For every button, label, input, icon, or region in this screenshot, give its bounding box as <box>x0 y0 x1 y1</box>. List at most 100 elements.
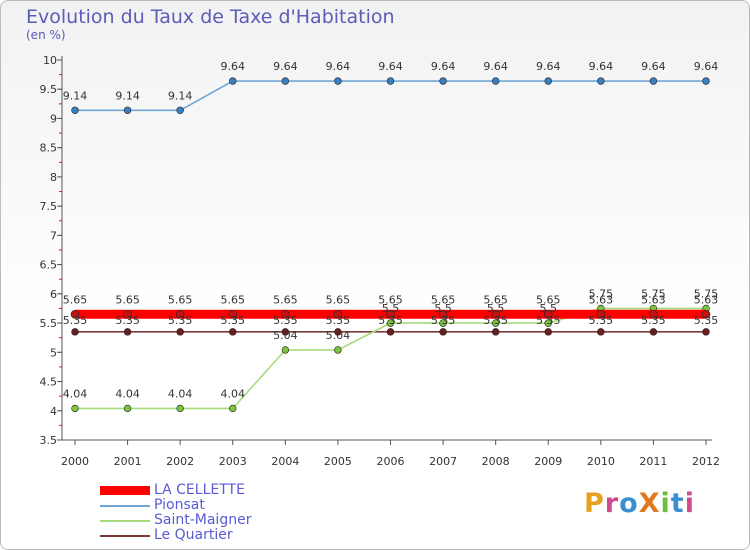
data-label-le-quartier: 5.35 <box>221 314 246 327</box>
data-point-pionsat <box>491 77 500 85</box>
data-label-pionsat: 9.64 <box>273 60 298 73</box>
y-tick-label: 7.5 <box>40 200 58 213</box>
legend-label-le-quartier: Le Quartier <box>154 527 233 543</box>
data-point-pionsat <box>386 77 395 85</box>
data-label-saint-maigner: 5.75 <box>641 287 666 300</box>
x-tick-label: 2003 <box>219 455 247 468</box>
logo-letter: i <box>684 488 695 519</box>
data-point-saint-maigner <box>544 319 552 327</box>
series-lines <box>70 77 711 413</box>
legend-swatch-saint-maigner <box>100 520 150 522</box>
data-point-la-cellette <box>543 310 553 319</box>
data-point-pionsat <box>597 77 605 85</box>
logo-letter: o <box>619 488 639 519</box>
data-point-le-quartier <box>123 328 132 336</box>
data-label-saint-maigner: 5.5 <box>540 302 558 315</box>
data-label-le-quartier: 5.35 <box>63 314 88 327</box>
proxiti-logo: ProXiti <box>584 488 695 519</box>
data-label-le-quartier: 5.35 <box>536 314 561 327</box>
x-tick-label: 2004 <box>271 455 299 468</box>
data-point-saint-maigner <box>491 319 500 327</box>
data-point-le-quartier <box>229 328 237 336</box>
y-tick-label: 7 <box>50 229 57 242</box>
x-tick-label: 2002 <box>166 455 194 468</box>
x-tick-label: 2009 <box>534 455 562 468</box>
data-label-saint-maigner: 5.04 <box>326 329 351 342</box>
data-point-pionsat <box>229 77 237 85</box>
axes: 3.5 4 4.5 5 5.5 6 6.5 7 7.5 8 8.5 9 9.5 10 2000 2001 200… <box>40 54 721 468</box>
data-point-saint-maigner <box>334 346 342 354</box>
data-label-le-quartier: 5.35 <box>483 314 508 327</box>
data-point-saint-maigner <box>386 319 395 327</box>
data-label-pionsat: 9.14 <box>63 89 88 102</box>
data-point-la-cellette <box>438 310 448 319</box>
y-tick-label: 10 <box>43 54 57 67</box>
data-label-pionsat: 9.64 <box>641 60 666 73</box>
data-point-la-cellette <box>281 310 290 319</box>
data-point-saint-maigner <box>71 404 79 413</box>
legend-label-la-cellette: LA CELLETTE <box>154 482 245 498</box>
data-point-le-quartier <box>491 328 500 336</box>
logo-letter: t <box>670 488 685 519</box>
data-point-la-cellette <box>491 310 500 319</box>
data-point-le-quartier <box>176 328 184 336</box>
data-point-le-quartier <box>439 328 447 336</box>
data-point-le-quartier <box>649 328 658 336</box>
data-label-saint-maigner: 5.75 <box>694 287 719 300</box>
data-label-le-quartier: 5.35 <box>168 314 193 327</box>
y-tick-label: 4.5 <box>40 376 58 389</box>
data-label-pionsat: 9.14 <box>115 89 140 102</box>
x-tick-label: 2010 <box>587 455 615 468</box>
legend-label-pionsat: Pionsat <box>154 497 205 513</box>
x-tick-label: 2006 <box>377 455 405 468</box>
data-point-la-cellette <box>596 310 606 319</box>
y-tick-label: 6 <box>50 288 57 301</box>
x-tick-label: 2011 <box>639 455 667 468</box>
data-point-la-cellette <box>701 310 711 319</box>
data-label-saint-maigner: 4.04 <box>63 387 88 400</box>
data-label-la-cellette: 5.65 <box>273 293 298 306</box>
data-point-le-quartier <box>281 328 290 336</box>
data-label-la-cellette: 5.65 <box>431 293 456 306</box>
data-label-la-cellette: 5.65 <box>115 293 140 306</box>
x-tick-label: 2001 <box>114 455 142 468</box>
data-point-le-quartier <box>71 328 79 336</box>
legend-swatch-la-cellette <box>100 486 150 495</box>
chart-subtitle: (en %) <box>26 28 66 42</box>
data-point-saint-maigner <box>229 404 237 413</box>
logo-letter: X <box>638 488 661 519</box>
data-point-pionsat <box>649 77 658 85</box>
x-tick-label: 2005 <box>324 455 352 468</box>
data-label-saint-maigner: 5.5 <box>434 302 452 315</box>
data-label-le-quartier: 5.35 <box>589 314 614 327</box>
data-label-le-quartier: 5.35 <box>273 314 298 327</box>
x-tick-label: 2007 <box>429 455 457 468</box>
x-tick-label: 2008 <box>482 455 510 468</box>
data-point-le-quartier <box>597 328 605 336</box>
data-label-le-quartier: 5.35 <box>115 314 140 327</box>
data-label-pionsat: 9.64 <box>431 60 456 73</box>
data-label-pionsat: 9.64 <box>221 60 246 73</box>
line-chart: 3.5 4 4.5 5 5.5 6 6.5 7 7.5 8 8.5 9 9.5 10 2000 2001 200… <box>40 54 721 468</box>
data-point-la-cellette <box>649 310 658 319</box>
data-label-la-cellette: 5.65 <box>483 293 508 306</box>
data-label-la-cellette: 5.65 <box>536 293 561 306</box>
y-tick-label: 4 <box>50 405 57 418</box>
data-label-la-cellette: 5.63 <box>641 293 666 306</box>
data-label-le-quartier: 5.35 <box>326 314 351 327</box>
data-label-la-cellette: 5.65 <box>378 293 403 306</box>
data-point-pionsat <box>71 106 79 114</box>
y-tick-label: 8.5 <box>40 142 58 155</box>
data-label-la-cellette: 5.65 <box>326 293 351 306</box>
data-point-saint-maigner <box>176 404 184 413</box>
data-label-saint-maigner: 4.04 <box>221 387 246 400</box>
data-label-la-cellette: 5.63 <box>694 293 719 306</box>
data-point-la-cellette <box>386 310 395 319</box>
y-tick-label: 6.5 <box>40 259 58 272</box>
y-tick-label: 5 <box>50 346 57 359</box>
data-point-la-cellette <box>123 310 132 319</box>
data-label-le-quartier: 5.35 <box>378 314 403 327</box>
data-label-la-cellette: 5.65 <box>63 293 88 306</box>
data-label-la-cellette: 5.65 <box>168 293 193 306</box>
data-point-la-cellette <box>333 310 343 319</box>
